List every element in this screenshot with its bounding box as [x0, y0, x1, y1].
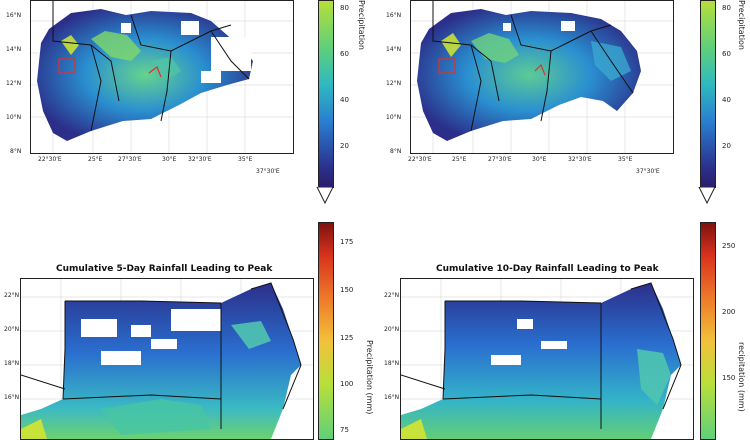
- panel-top-left: 16°N 14°N 12°N 10°N 8°N 22°30'E 25°E 27°…: [0, 0, 320, 200]
- map-bottom-left: [20, 278, 314, 440]
- colorbar-tick: 40: [340, 96, 349, 104]
- colorbar-tick: 150: [722, 374, 736, 382]
- lon-label: 35°E: [238, 156, 253, 163]
- colorbar-gradient: [700, 0, 716, 188]
- panel-title: Cumulative 10-Day Rainfall Leading to Pe…: [436, 264, 659, 274]
- lon-label: 25°E: [452, 156, 467, 163]
- colorbar-tick: 60: [340, 50, 349, 58]
- colorbar-tick: 125: [340, 334, 354, 342]
- precip-field: [401, 283, 681, 439]
- colorbar-tick: 200: [722, 308, 736, 316]
- lat-label: 16°N: [6, 12, 22, 19]
- lat-label: 12°N: [6, 80, 22, 87]
- lon-label: 25°E: [88, 156, 103, 163]
- lon-label: 32°30'E: [568, 156, 592, 163]
- colorbar-label: recipitation (mm): [737, 342, 746, 412]
- colorbar-tick: 100: [340, 380, 354, 388]
- lat-label: 16°N: [4, 394, 20, 401]
- lat-label: 14°N: [386, 46, 402, 53]
- lon-label: 22°30'E: [38, 156, 62, 163]
- precip-map-top-left: [31, 1, 293, 153]
- precip-map-top-right: [411, 1, 673, 153]
- precip-map-bottom-right: [401, 279, 693, 439]
- map-bottom-right: [400, 278, 694, 440]
- lon-label: 27°30'E: [118, 156, 142, 163]
- lon-label: 30°E: [532, 156, 547, 163]
- lat-label: 10°N: [6, 114, 22, 121]
- precip-map-bottom-left: [21, 279, 313, 439]
- lon-label: 37°30'E: [636, 168, 660, 175]
- panel-top-right: 16°N 14°N 12°N 10°N 8°N 22°30'E 25°E 27°…: [380, 0, 700, 200]
- colorbar-bottom-left: 175 150 125 100 75 Precipitation (mm): [318, 222, 378, 440]
- colorbar-tick: 250: [722, 242, 736, 250]
- lat-label: 10°N: [386, 114, 402, 121]
- colorbar-label: Precipitation: [737, 0, 746, 51]
- lon-label: 35°E: [618, 156, 633, 163]
- lon-label: 27°30'E: [488, 156, 512, 163]
- lat-label: 8°N: [390, 148, 402, 155]
- lat-label: 16°N: [386, 12, 402, 19]
- lat-label: 16°N: [384, 394, 400, 401]
- lon-label: 22°30'E: [408, 156, 432, 163]
- lat-label: 20°N: [384, 326, 400, 333]
- colorbar-tick: 60: [722, 50, 731, 58]
- colorbar-gradient: [318, 0, 334, 188]
- colorbar-gradient: [318, 222, 334, 440]
- map-top-right: [410, 0, 674, 154]
- lon-label: 30°E: [162, 156, 177, 163]
- colorbar-top-right: 80 60 40 20 Precipitation: [698, 0, 750, 210]
- lat-label: 8°N: [10, 148, 22, 155]
- colorbar-tick: 75: [340, 426, 349, 434]
- lat-label: 12°N: [386, 80, 402, 87]
- panel-title: Cumulative 5-Day Rainfall Leading to Pea…: [56, 264, 273, 274]
- colorbar-label: Precipitation: [357, 0, 366, 51]
- precip-field: [37, 9, 253, 141]
- colorbar-label: Precipitation (mm): [365, 340, 374, 415]
- lat-label: 22°N: [4, 292, 20, 299]
- lat-label: 22°N: [384, 292, 400, 299]
- lat-label: 20°N: [4, 326, 20, 333]
- colorbar-bottom-right: 250 200 150 recipitation (mm): [700, 222, 750, 440]
- panel-bottom-left: Cumulative 5-Day Rainfall Leading to Pea…: [0, 222, 320, 440]
- colorbar-tick: 150: [340, 286, 354, 294]
- lon-label: 32°30'E: [188, 156, 212, 163]
- lat-label: 14°N: [6, 46, 22, 53]
- colorbar-tick: 20: [722, 142, 731, 150]
- panel-bottom-right: Cumulative 10-Day Rainfall Leading to Pe…: [380, 222, 700, 440]
- colorbar-gradient: [700, 222, 716, 440]
- map-top-left: [30, 0, 294, 154]
- lat-label: 18°N: [384, 360, 400, 367]
- colorbar-tick: 40: [722, 96, 731, 104]
- lat-label: 18°N: [4, 360, 20, 367]
- colorbar-tick: 175: [340, 238, 354, 246]
- colorbar-extend-arrow: [698, 187, 716, 205]
- colorbar-tick: 80: [722, 4, 731, 12]
- colorbar-tick: 20: [340, 142, 349, 150]
- colorbar-extend-arrow: [316, 187, 334, 205]
- colorbar-top-left: 80 60 40 20 Precipitation: [316, 0, 368, 210]
- colorbar-tick: 80: [340, 4, 349, 12]
- lon-label: 37°30'E: [256, 168, 280, 175]
